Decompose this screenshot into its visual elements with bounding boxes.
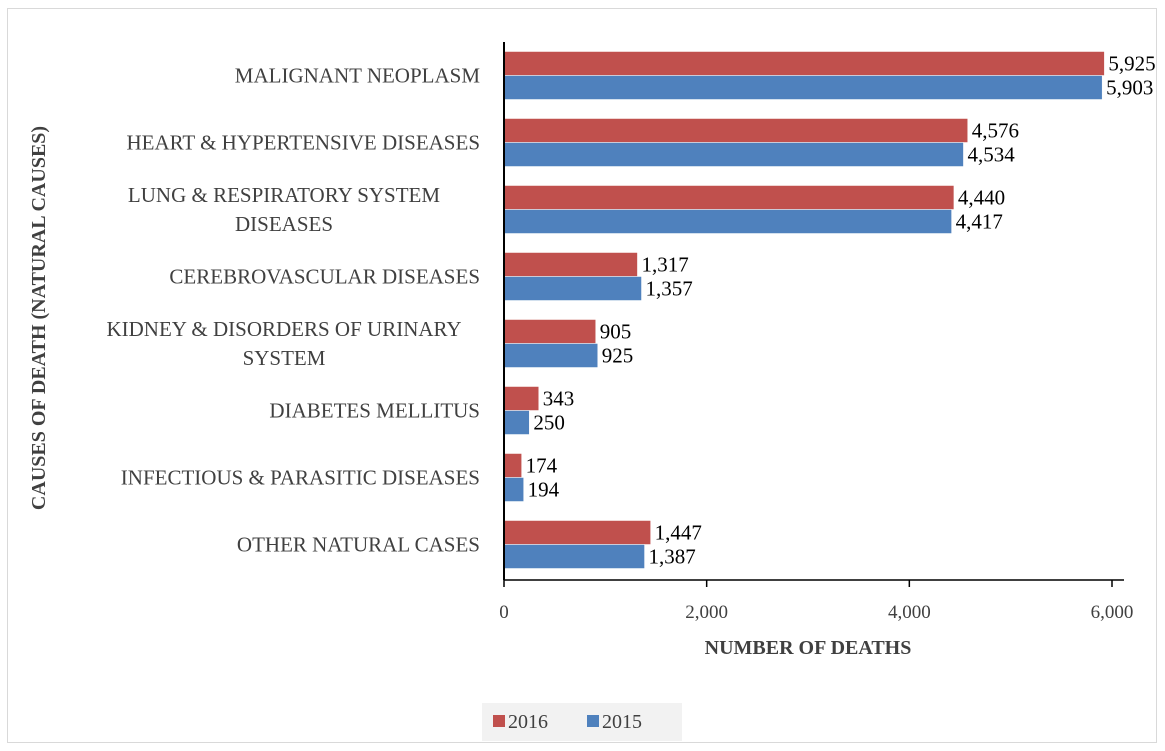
axes-group bbox=[503, 42, 1124, 581]
category-label-line: HEART & HYPERTENSIVE DISEASES bbox=[126, 131, 480, 155]
x-tick-label: 2,000 bbox=[685, 602, 728, 623]
bar-2015-1 bbox=[503, 75, 1103, 100]
x-ticks: 0 2,000 4,000 6,000 bbox=[499, 580, 1133, 623]
bar-2016-1 bbox=[503, 51, 1105, 76]
bar-2016-4 bbox=[503, 252, 638, 277]
legend: 2016 2015 bbox=[482, 703, 682, 741]
value-label-2016-3: 4,440 bbox=[958, 186, 1005, 210]
category-label-line: DIABETES MELLITUS bbox=[269, 399, 480, 423]
bar-2015-8 bbox=[503, 544, 645, 569]
category-label-3: LUNG & RESPIRATORY SYSTEM DISEASES bbox=[128, 183, 440, 236]
value-label-2016-6: 343 bbox=[543, 387, 575, 411]
value-label-2015-4: 1,357 bbox=[646, 277, 693, 301]
value-label-2016-5: 905 bbox=[600, 320, 632, 344]
value-label-2015-7: 194 bbox=[528, 478, 560, 502]
bar-2015-2 bbox=[503, 142, 964, 167]
category-label-7: INFECTIOUS & PARASITIC DISEASES bbox=[121, 466, 480, 490]
value-label-2015-8: 1,387 bbox=[649, 545, 696, 569]
value-label-2016-4: 1,317 bbox=[641, 253, 688, 277]
x-tick-label: 6,000 bbox=[1091, 602, 1134, 623]
x-tick-label: 0 bbox=[499, 602, 509, 623]
bar-2016-3 bbox=[503, 185, 955, 210]
category-label-2: HEART & HYPERTENSIVE DISEASES bbox=[126, 131, 480, 155]
value-label-2015-6: 250 bbox=[533, 411, 565, 435]
x-axis-title: NUMBER OF DEATHS bbox=[705, 637, 912, 659]
legend-swatch-2016 bbox=[493, 715, 505, 727]
bar-2016-7 bbox=[503, 453, 522, 478]
category-label-line: LUNG & RESPIRATORY SYSTEM bbox=[128, 183, 440, 207]
category-label-8: OTHER NATURAL CASES bbox=[237, 533, 480, 557]
category-label-line: MALIGNANT NEOPLASM bbox=[235, 64, 481, 88]
bar-2016-2 bbox=[503, 118, 968, 143]
category-label-line: OTHER NATURAL CASES bbox=[237, 533, 480, 557]
category-label-5: KIDNEY & DISORDERS OF URINARY SYSTEM bbox=[106, 317, 461, 370]
category-label-6: DIABETES MELLITUS bbox=[269, 399, 480, 423]
bar-2015-7 bbox=[503, 477, 524, 502]
category-label-1: MALIGNANT NEOPLASM bbox=[235, 64, 481, 88]
bar-2016-5 bbox=[503, 319, 596, 344]
bar-2015-6 bbox=[503, 410, 530, 435]
value-label-2016-1: 5,925 bbox=[1108, 52, 1155, 76]
value-label-2016-7: 174 bbox=[526, 454, 558, 478]
category-labels: MALIGNANT NEOPLASM HEART & HYPERTENSIVE D… bbox=[106, 64, 480, 557]
value-label-2016-2: 4,576 bbox=[972, 119, 1019, 143]
bar-2016-6 bbox=[503, 386, 540, 411]
legend-label-2016: 2016 bbox=[508, 711, 548, 733]
value-label-2015-3: 4,417 bbox=[956, 210, 1003, 234]
category-label-line: CEREBROVASCULAR DISEASES bbox=[169, 265, 480, 289]
category-label-4: CEREBROVASCULAR DISEASES bbox=[169, 265, 480, 289]
category-label-line: SYSTEM bbox=[243, 346, 326, 370]
bars-group bbox=[503, 51, 1105, 569]
y-axis-title: CAUSES OF DEATH (NATURAL CAUSES) bbox=[28, 126, 50, 510]
category-label-line: DISEASES bbox=[235, 212, 333, 236]
category-label-line: INFECTIOUS & PARASITIC DISEASES bbox=[121, 466, 480, 490]
bar-2016-8 bbox=[503, 520, 651, 545]
value-label-2016-8: 1,447 bbox=[655, 521, 702, 545]
bar-2015-4 bbox=[503, 276, 642, 301]
value-label-2015-1: 5,903 bbox=[1106, 76, 1153, 100]
x-tick-label: 4,000 bbox=[888, 602, 931, 623]
bar-2015-3 bbox=[503, 209, 952, 234]
value-label-2015-5: 925 bbox=[602, 344, 634, 368]
legend-label-2015: 2015 bbox=[602, 711, 642, 733]
bar-2015-5 bbox=[503, 343, 598, 368]
category-label-line: KIDNEY & DISORDERS OF URINARY bbox=[106, 317, 461, 341]
legend-box bbox=[482, 703, 682, 741]
legend-swatch-2015 bbox=[587, 715, 599, 727]
value-label-2015-2: 4,534 bbox=[967, 143, 1015, 167]
